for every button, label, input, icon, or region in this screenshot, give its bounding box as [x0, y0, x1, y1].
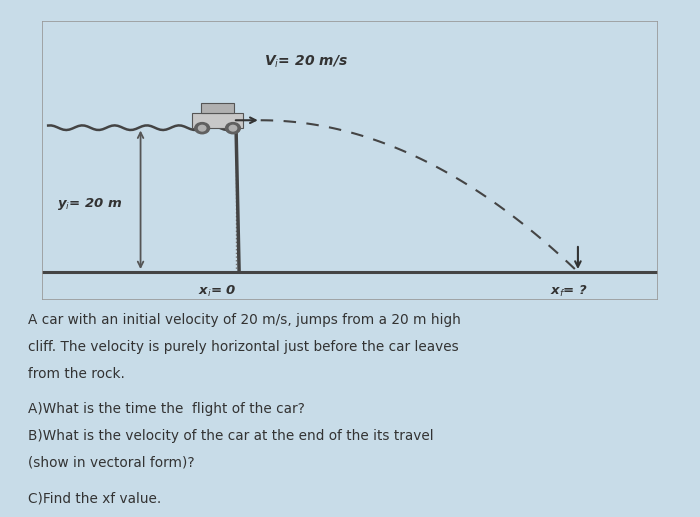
Bar — [201, 102, 234, 113]
Circle shape — [225, 123, 240, 134]
Circle shape — [199, 125, 206, 131]
Circle shape — [195, 123, 209, 134]
Text: (show in vectoral form)?: (show in vectoral form)? — [27, 456, 194, 470]
Text: from the rock.: from the rock. — [27, 367, 125, 381]
Text: cliff. The velocity is purely horizontal just before the car leaves: cliff. The velocity is purely horizontal… — [27, 340, 458, 354]
Text: A car with an initial velocity of 20 m/s, jumps from a 20 m high: A car with an initial velocity of 20 m/s… — [27, 313, 461, 327]
Text: B)What is the velocity of the car at the end of the its travel: B)What is the velocity of the car at the… — [27, 429, 433, 443]
Text: x$_f$= ?: x$_f$= ? — [550, 284, 587, 299]
Text: C)Find the xf value.: C)Find the xf value. — [27, 491, 161, 505]
Text: V$_i$= 20 m/s: V$_i$= 20 m/s — [264, 53, 348, 70]
Text: y$_i$= 20 m: y$_i$= 20 m — [57, 196, 123, 212]
Bar — [192, 113, 244, 128]
Text: A)What is the time the  flight of the car?: A)What is the time the flight of the car… — [27, 402, 304, 416]
Text: x$_i$= 0: x$_i$= 0 — [198, 284, 237, 299]
Circle shape — [230, 125, 237, 131]
